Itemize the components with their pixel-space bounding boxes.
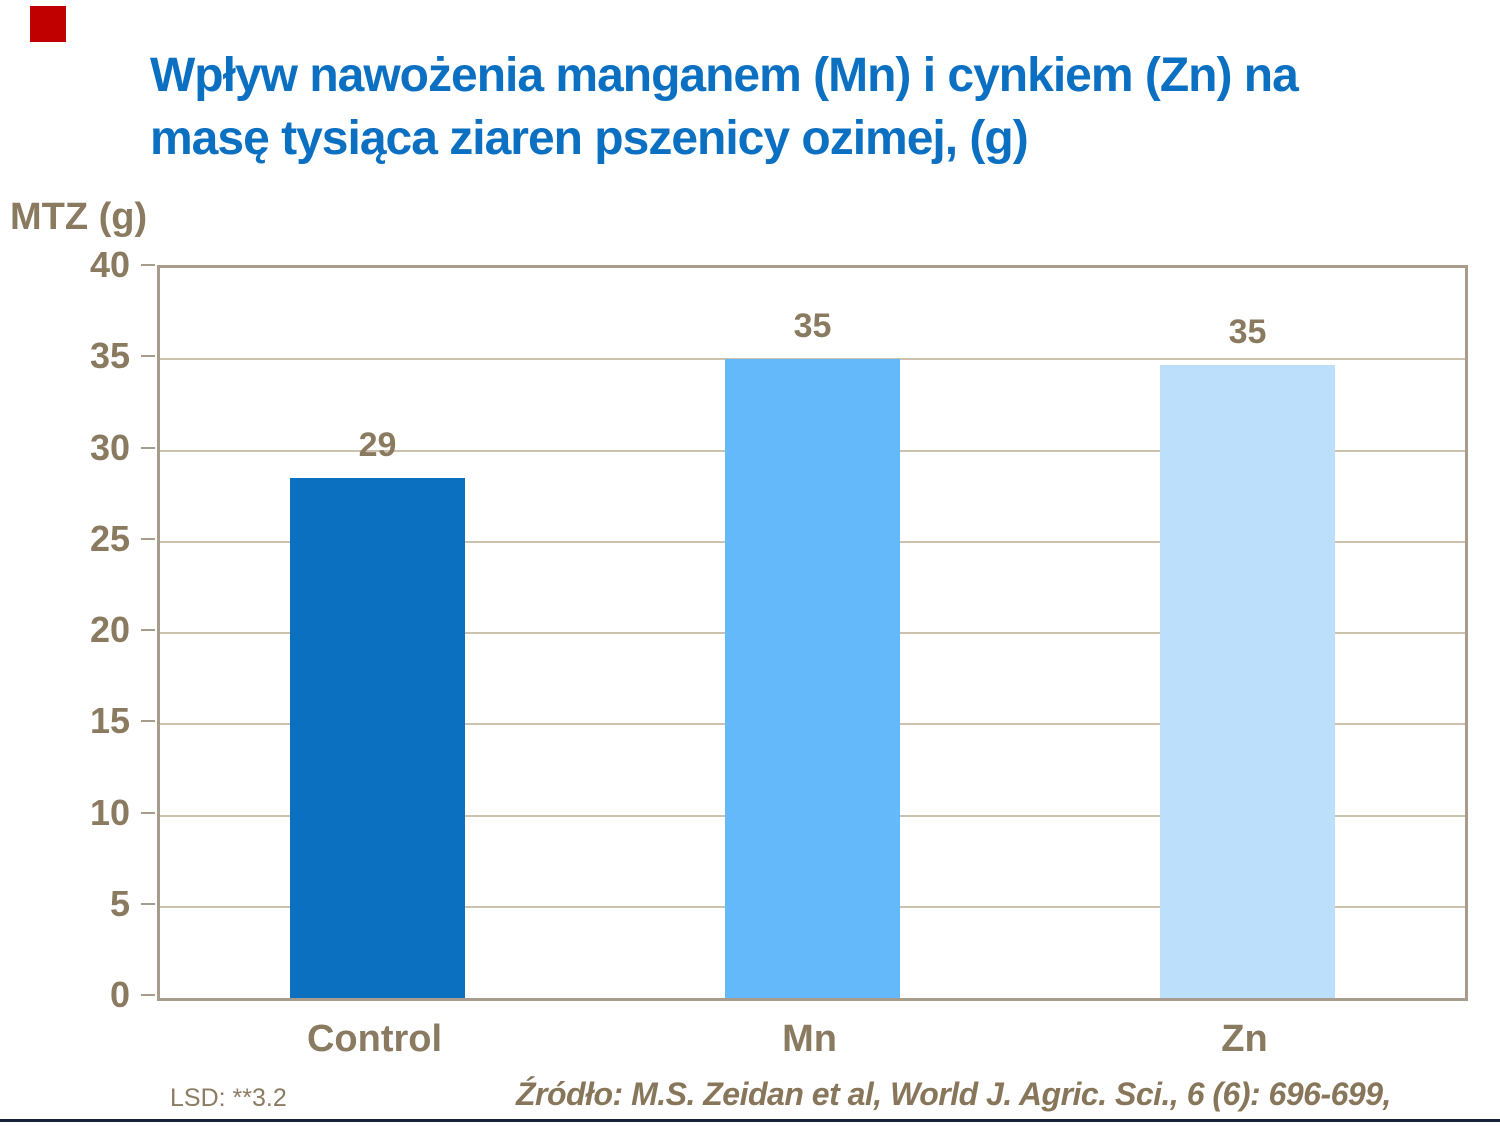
y-tick-mark bbox=[141, 537, 155, 540]
y-tick-label: 25 bbox=[89, 517, 130, 559]
chart-title-line1: Wpływ nawożenia manganem (Mn) i cynkiem … bbox=[150, 49, 1299, 102]
y-tick-mark bbox=[141, 902, 155, 905]
bar-zn bbox=[1160, 364, 1335, 998]
red-square-accent bbox=[30, 6, 66, 42]
chart-title: Wpływ nawożenia manganem (Mn) i cynkiem … bbox=[150, 44, 1460, 171]
y-tick-mark bbox=[141, 446, 155, 449]
y-tick-label: 5 bbox=[109, 882, 130, 924]
category-label-mn: Mn bbox=[782, 1018, 837, 1060]
y-axis-ticks bbox=[141, 264, 157, 1001]
y-tick-mark bbox=[141, 720, 155, 723]
y-tick-mark bbox=[141, 264, 155, 266]
y-tick-mark bbox=[141, 994, 155, 996]
x-axis-labels: Control Mn Zn bbox=[157, 1018, 1468, 1074]
bar-value-label: 35 bbox=[793, 307, 832, 346]
bar-control bbox=[290, 477, 465, 998]
y-tick-label: 35 bbox=[89, 335, 130, 377]
chart-title-line2: masę tysiąca ziaren pszenicy ozimej, (g) bbox=[150, 112, 1029, 166]
y-axis-labels: 0 5 10 15 20 25 30 35 40 bbox=[0, 244, 130, 1015]
y-tick-mark bbox=[141, 355, 155, 358]
y-axis-title: MTZ (g) bbox=[10, 196, 148, 238]
y-tick-label: 10 bbox=[89, 791, 130, 833]
bar-value-label: 29 bbox=[358, 425, 397, 464]
y-tick-label: 0 bbox=[109, 974, 130, 1015]
y-tick-mark bbox=[141, 629, 155, 631]
y-tick-label: 30 bbox=[89, 426, 130, 468]
category-label-control: Control bbox=[306, 1018, 443, 1060]
plot-area: 29 35 35 bbox=[157, 265, 1468, 1001]
source-citation: Źródło: M.S. Zeidan et al, World J. Agri… bbox=[516, 1076, 1391, 1112]
category-label-zn: Zn bbox=[1221, 1018, 1268, 1060]
bar-value-label: 35 bbox=[1228, 312, 1267, 351]
lsd-note: LSD: **3.2 bbox=[170, 1084, 287, 1112]
y-tick-label: 20 bbox=[89, 609, 130, 650]
bar-mn bbox=[725, 359, 900, 998]
y-tick-mark bbox=[141, 811, 155, 814]
y-tick-label: 40 bbox=[89, 244, 130, 285]
bottom-rule bbox=[0, 1119, 1500, 1122]
y-tick-label: 15 bbox=[89, 700, 130, 742]
